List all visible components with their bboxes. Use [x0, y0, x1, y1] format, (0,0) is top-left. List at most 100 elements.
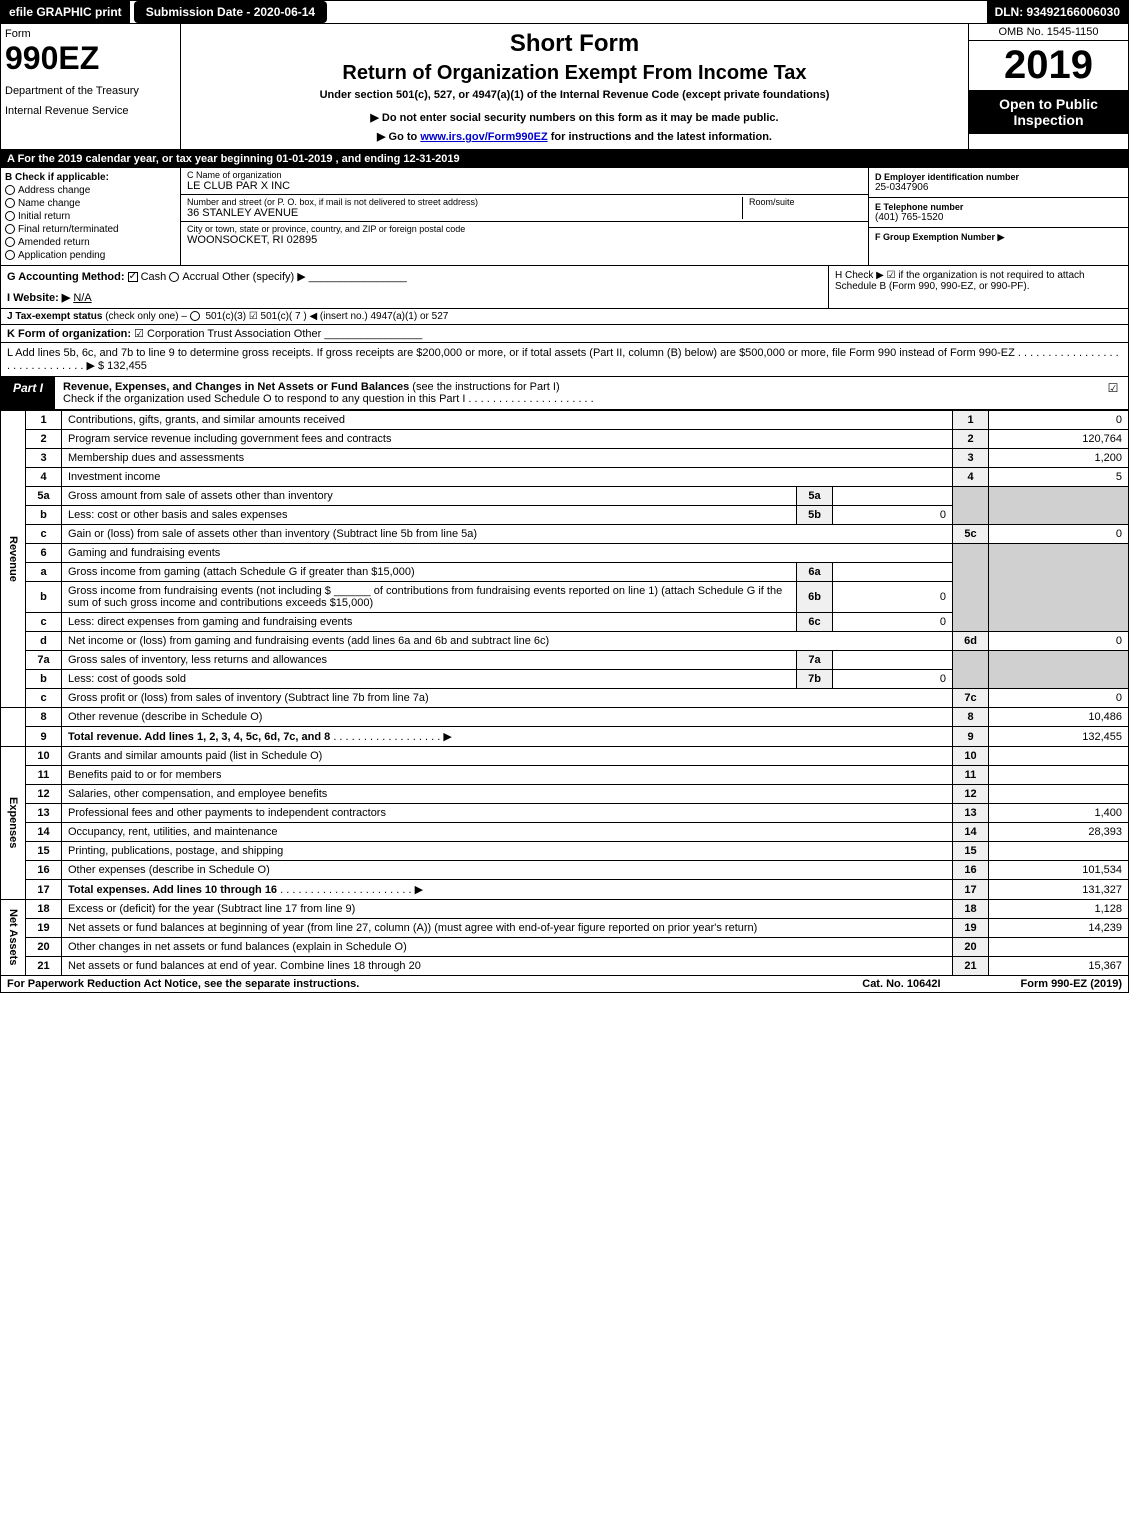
line-5a-val — [833, 487, 953, 506]
line-5c-num: c — [26, 525, 62, 544]
line-5a-num: 5a — [26, 487, 62, 506]
line-6-text: Gaming and fundraising events — [62, 544, 953, 563]
line-4-text: Investment income — [62, 468, 953, 487]
line-10-val — [989, 747, 1129, 766]
line-20-text: Other changes in net assets or fund bala… — [62, 938, 953, 957]
line-9-num: 9 — [26, 727, 62, 747]
dln-label: DLN: 93492166006030 — [987, 1, 1128, 23]
line-17-val: 131,327 — [989, 880, 1129, 900]
check-initial-return[interactable]: Initial return — [5, 211, 176, 222]
line-16-val: 101,534 — [989, 861, 1129, 880]
phone-label: E Telephone number — [875, 202, 1122, 212]
footer-left: For Paperwork Reduction Act Notice, see … — [7, 978, 862, 990]
section-h: H Check ▶ ☑ if the organization is not r… — [828, 266, 1128, 308]
section-k: K Form of organization: ☑ Corporation Tr… — [0, 325, 1129, 343]
line-21-text: Net assets or fund balances at end of ye… — [62, 957, 953, 976]
dept-treasury: Department of the Treasury — [5, 85, 176, 97]
line-6d-num: d — [26, 632, 62, 651]
line-19-num: 19 — [26, 919, 62, 938]
line-3-num: 3 — [26, 449, 62, 468]
goto-post: for instructions and the latest informat… — [548, 131, 772, 143]
gh-row: G Accounting Method: Cash Accrual Other … — [0, 266, 1129, 309]
line-10-num: 10 — [26, 747, 62, 766]
line-21-num: 21 — [26, 957, 62, 976]
line-7a-text: Gross sales of inventory, less returns a… — [62, 651, 797, 670]
check-application-pending[interactable]: Application pending — [5, 250, 176, 261]
line-1-num: 1 — [26, 411, 62, 430]
line-13-val: 1,400 — [989, 804, 1129, 823]
line-8-val: 10,486 — [989, 708, 1129, 727]
section-l: L Add lines 5b, 6c, and 7b to line 9 to … — [0, 343, 1129, 377]
omb-number: OMB No. 1545-1150 — [969, 24, 1128, 41]
website-line: I Website: ▶ N/A — [7, 291, 822, 304]
expenses-side-label: Expenses — [1, 747, 26, 900]
line-7c-text: Gross profit or (loss) from sales of inv… — [62, 689, 953, 708]
addr-label: Number and street (or P. O. box, if mail… — [187, 197, 742, 207]
line-8-num: 8 — [26, 708, 62, 727]
line-6b-val: 0 — [833, 582, 953, 613]
line-21-val: 15,367 — [989, 957, 1129, 976]
line-6d-val: 0 — [989, 632, 1129, 651]
check-address-change[interactable]: Address change — [5, 185, 176, 196]
line-11-num: 11 — [26, 766, 62, 785]
line-7c-val: 0 — [989, 689, 1129, 708]
line-6b-text: Gross income from fundraising events (no… — [62, 582, 797, 613]
org-name: LE CLUB PAR X INC — [187, 180, 862, 192]
line-5c-text: Gain or (loss) from sale of assets other… — [62, 525, 953, 544]
footer-right: Form 990-EZ (2019) — [1021, 978, 1122, 990]
line-2-val: 120,764 — [989, 430, 1129, 449]
city-value: WOONSOCKET, RI 02895 — [187, 234, 862, 246]
org-name-label: C Name of organization — [187, 170, 862, 180]
info-right: D Employer identification number 25-0347… — [868, 168, 1128, 265]
section-c: C Name of organization LE CLUB PAR X INC… — [181, 168, 868, 265]
line-6a-num: a — [26, 563, 62, 582]
short-form-title: Short Form — [187, 30, 962, 58]
open-inspection: Open to Public Inspection — [969, 90, 1128, 134]
line-17-text: Total expenses. Add lines 10 through 16 … — [62, 880, 953, 900]
addr-value: 36 STANLEY AVENUE — [187, 207, 742, 219]
line-7b-num: b — [26, 670, 62, 689]
line-7a-num: 7a — [26, 651, 62, 670]
line-19-text: Net assets or fund balances at beginning… — [62, 919, 953, 938]
group-exemption-label: F Group Exemption Number ▶ — [875, 232, 1122, 243]
info-block: B Check if applicable: Address change Na… — [0, 168, 1129, 266]
line-9-val: 132,455 — [989, 727, 1129, 747]
line-5a-text: Gross amount from sale of assets other t… — [62, 487, 797, 506]
part1-title: Revenue, Expenses, and Changes in Net As… — [55, 377, 1098, 409]
accounting-method: G Accounting Method: Cash Accrual Other … — [7, 270, 822, 283]
do-not-ssn: ▶ Do not enter social security numbers o… — [187, 111, 962, 124]
city-label: City or town, state or province, country… — [187, 224, 862, 234]
cash-checkbox[interactable] — [128, 272, 138, 282]
line-11-val — [989, 766, 1129, 785]
line-6b-num: b — [26, 582, 62, 613]
line-12-text: Salaries, other compensation, and employ… — [62, 785, 953, 804]
line-12-val — [989, 785, 1129, 804]
ein-value: 25-0347906 — [875, 182, 1122, 193]
check-amended-return[interactable]: Amended return — [5, 237, 176, 248]
return-title: Return of Organization Exempt From Incom… — [187, 62, 962, 85]
part1-check[interactable]: ☑ — [1098, 377, 1128, 409]
line-20-val — [989, 938, 1129, 957]
line-18-val: 1,128 — [989, 900, 1129, 919]
line-16-num: 16 — [26, 861, 62, 880]
line-13-text: Professional fees and other payments to … — [62, 804, 953, 823]
irs-form-link[interactable]: www.irs.gov/Form990EZ — [420, 131, 547, 143]
line-6c-num: c — [26, 613, 62, 632]
check-final-return[interactable]: Final return/terminated — [5, 224, 176, 235]
part1-tab: Part I — [1, 377, 55, 409]
footer: For Paperwork Reduction Act Notice, see … — [0, 976, 1129, 993]
accrual-radio[interactable] — [169, 272, 179, 282]
efile-print-label[interactable]: efile GRAPHIC print — [1, 1, 130, 23]
goto-pre: ▶ Go to — [377, 131, 420, 143]
check-name-change[interactable]: Name change — [5, 198, 176, 209]
line-4-val: 5 — [989, 468, 1129, 487]
line-20-num: 20 — [26, 938, 62, 957]
l-amount: $ 132,455 — [98, 360, 147, 372]
revenue-table: Revenue 1 Contributions, gifts, grants, … — [0, 410, 1129, 976]
revenue-side-label: Revenue — [1, 411, 26, 708]
line-15-val — [989, 842, 1129, 861]
line-6-num: 6 — [26, 544, 62, 563]
irs-label: Internal Revenue Service — [5, 105, 176, 117]
line-5b-val: 0 — [833, 506, 953, 525]
line-11-text: Benefits paid to or for members — [62, 766, 953, 785]
